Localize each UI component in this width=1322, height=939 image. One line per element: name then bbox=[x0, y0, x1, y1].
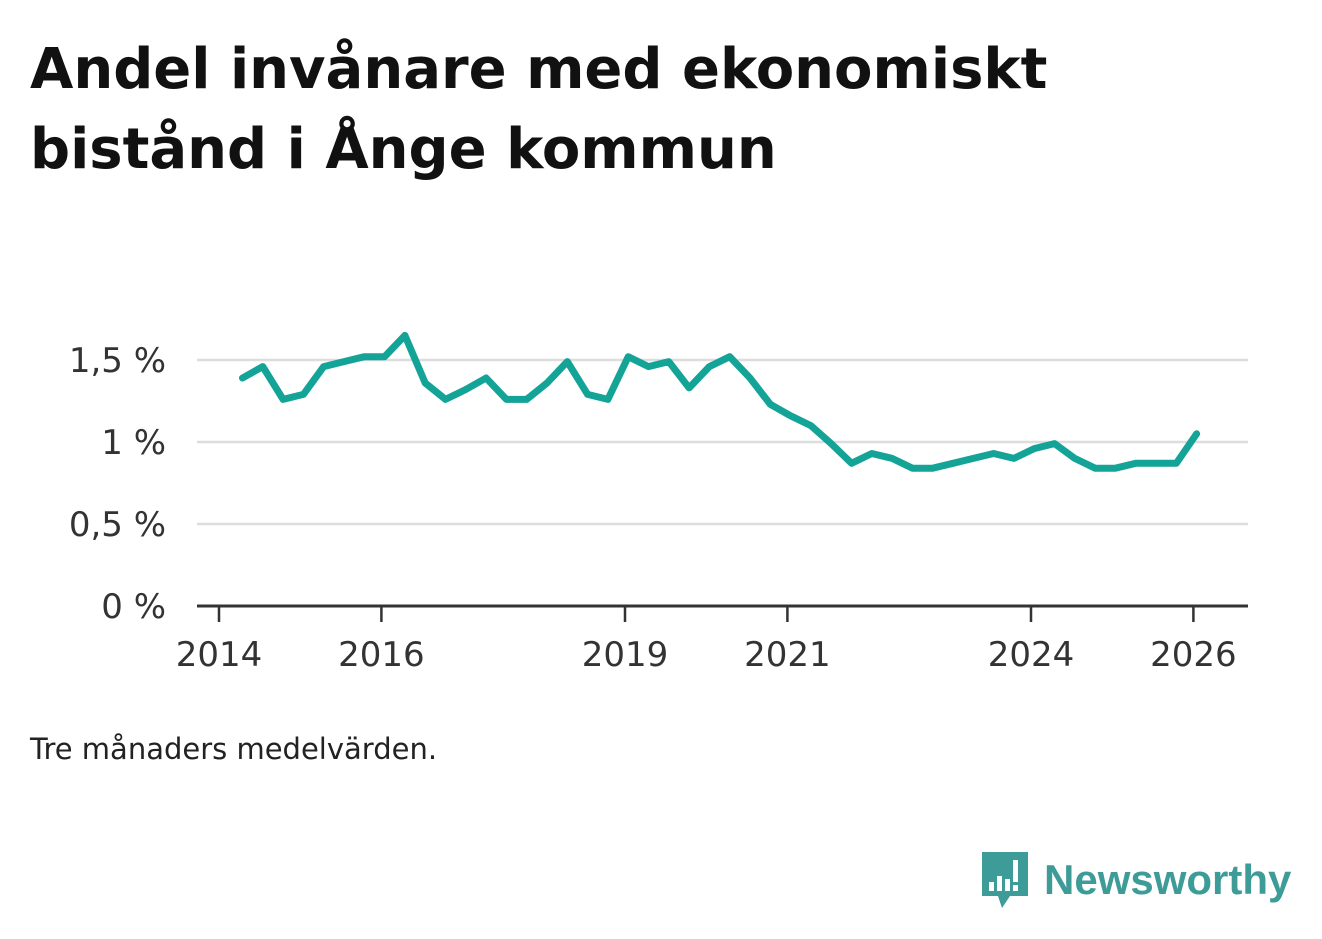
x-tick-label: 2026 bbox=[1150, 635, 1237, 675]
footnote: Tre månaders medelvärden. bbox=[30, 732, 438, 766]
series-layer bbox=[239, 331, 1201, 472]
series-line bbox=[239, 331, 1201, 472]
y-tick-label: 0,5 % bbox=[69, 505, 166, 545]
x-tick-label: 2014 bbox=[176, 635, 263, 675]
y-tick-label: 0 % bbox=[101, 587, 166, 627]
grid-lines bbox=[197, 358, 1248, 526]
x-tick-label: 2021 bbox=[744, 635, 831, 675]
x-tick-label: 2016 bbox=[338, 635, 425, 675]
line-chart: 0 % 0,5 % 1 % 1,5 % 2014 2016 2019 2021 2024 202… bbox=[69, 331, 1248, 675]
brand-logo[interactable]: Newsworthy bbox=[980, 850, 1291, 910]
x-axis-labels: 2014 2016 2019 2021 2024 2026 bbox=[176, 606, 1237, 675]
x-tick-label: 2019 bbox=[582, 635, 669, 675]
y-tick-label: 1 % bbox=[101, 423, 166, 463]
brand-name: Newsworthy bbox=[1044, 856, 1292, 903]
bar-chart-speech-bubble-icon bbox=[982, 852, 1028, 908]
y-tick-label: 1,5 % bbox=[69, 341, 166, 381]
x-tick-label: 2024 bbox=[988, 635, 1075, 675]
y-axis-labels: 0 % 0,5 % 1 % 1,5 % bbox=[69, 341, 166, 627]
chart-title: Andel invånare med ekonomiskt bistånd i … bbox=[30, 37, 1048, 182]
